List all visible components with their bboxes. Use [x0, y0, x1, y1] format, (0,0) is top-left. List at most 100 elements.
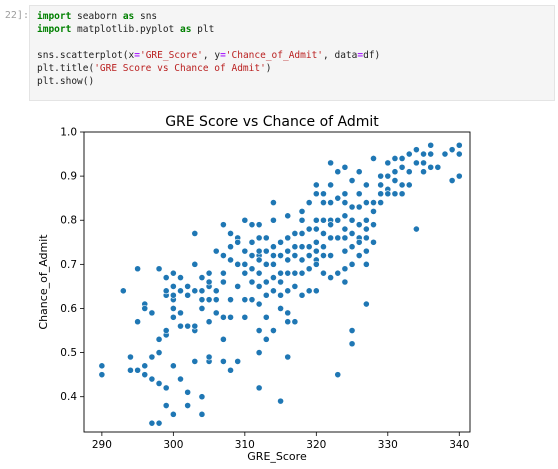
- code-token: sns: [134, 11, 158, 22]
- data-point: [455, 150, 463, 158]
- data-point: [219, 313, 227, 321]
- data-point: [234, 238, 242, 246]
- data-point: [355, 221, 363, 229]
- data-point: [191, 287, 199, 295]
- data-point: [191, 260, 199, 268]
- data-point: [362, 260, 370, 268]
- data-point: [255, 269, 263, 277]
- data-point: [198, 296, 206, 304]
- data-point: [184, 388, 192, 396]
- data-point: [191, 322, 199, 330]
- data-point: [441, 150, 449, 158]
- data-point: [327, 199, 335, 206]
- data-point: [298, 269, 306, 277]
- data-point: [305, 287, 313, 295]
- data-point: [312, 287, 320, 295]
- data-point: [141, 305, 149, 312]
- data-point: [291, 318, 299, 326]
- data-point: [262, 247, 270, 255]
- code-token: sns.scatterplot(x: [37, 50, 135, 61]
- data-point: [191, 358, 199, 365]
- data-point: [362, 181, 370, 189]
- data-point: [255, 283, 263, 290]
- data-point: [212, 287, 220, 295]
- plot-area-frame: [83, 131, 471, 433]
- data-point: [169, 410, 177, 418]
- data-point: [169, 362, 177, 370]
- data-point: [277, 252, 284, 259]
- data-point: [370, 155, 377, 162]
- code-token: =: [134, 50, 140, 61]
- data-point: [169, 305, 177, 312]
- data-point: [155, 265, 163, 273]
- data-point: [405, 150, 413, 158]
- data-point: [348, 230, 356, 237]
- data-point: [455, 141, 463, 149]
- data-point: [334, 371, 342, 379]
- data-point: [248, 265, 256, 273]
- code-token: , data: [323, 50, 358, 61]
- x-axis-ticks: 290 300 310 320 330 340: [92, 432, 469, 451]
- data-point: [234, 260, 242, 268]
- data-point: [262, 291, 270, 299]
- x-tick-label: 300: [163, 439, 183, 451]
- x-tick-label: 320: [306, 439, 326, 451]
- data-point: [370, 199, 377, 206]
- data-point: [355, 203, 363, 211]
- data-point: [141, 371, 149, 379]
- data-point: [362, 300, 370, 308]
- data-point: [234, 358, 242, 365]
- data-point: [227, 256, 234, 264]
- data-point: [177, 287, 184, 295]
- data-point: [277, 291, 284, 299]
- code-token: ): [265, 63, 272, 74]
- data-point: [320, 216, 327, 224]
- data-point: [219, 278, 227, 286]
- data-point: [241, 313, 249, 321]
- data-point: [434, 163, 442, 171]
- data-point: [212, 296, 220, 304]
- data-point: [227, 313, 234, 321]
- data-point: [370, 221, 377, 229]
- data-point: [284, 256, 292, 264]
- data-point: [355, 252, 363, 259]
- data-point: [348, 260, 356, 268]
- code-line: plt.show(): [37, 76, 94, 88]
- data-point: [327, 181, 335, 189]
- data-point: [248, 296, 256, 304]
- data-point: [327, 252, 335, 259]
- data-point: [348, 340, 356, 348]
- data-point: [384, 190, 392, 198]
- data-point: [255, 384, 263, 392]
- data-point: [398, 181, 406, 189]
- y-tick-label: 0.4: [60, 391, 77, 403]
- data-point: [320, 243, 327, 251]
- data-point: [198, 393, 206, 401]
- data-point: [262, 313, 270, 321]
- code-cell-input[interactable]: import seaborn as sns import matplotlib.p…: [29, 5, 555, 101]
- data-point: [327, 274, 335, 281]
- data-point: [312, 225, 320, 233]
- data-point: [412, 225, 420, 233]
- code-token: plt.title(: [37, 63, 95, 74]
- data-point: [298, 208, 306, 215]
- data-point: [320, 190, 327, 198]
- data-point: [127, 366, 134, 374]
- data-point: [177, 375, 184, 383]
- data-point: [177, 309, 184, 317]
- data-point: [227, 243, 234, 251]
- data-point: [341, 199, 349, 206]
- data-point: [391, 168, 399, 176]
- data-point: [320, 199, 327, 206]
- data-point: [255, 256, 263, 264]
- data-point: [169, 291, 177, 299]
- data-point: [198, 305, 206, 312]
- data-point: [362, 225, 370, 233]
- code-token: 'GRE_Score': [139, 50, 203, 61]
- data-point: [198, 287, 206, 295]
- data-point: [205, 269, 213, 277]
- code-token: plt.show(): [37, 76, 95, 87]
- data-point: [341, 190, 349, 198]
- code-line: plt.title('GRE Score vs Chance of Admit'…: [37, 63, 272, 75]
- data-point: [262, 260, 270, 268]
